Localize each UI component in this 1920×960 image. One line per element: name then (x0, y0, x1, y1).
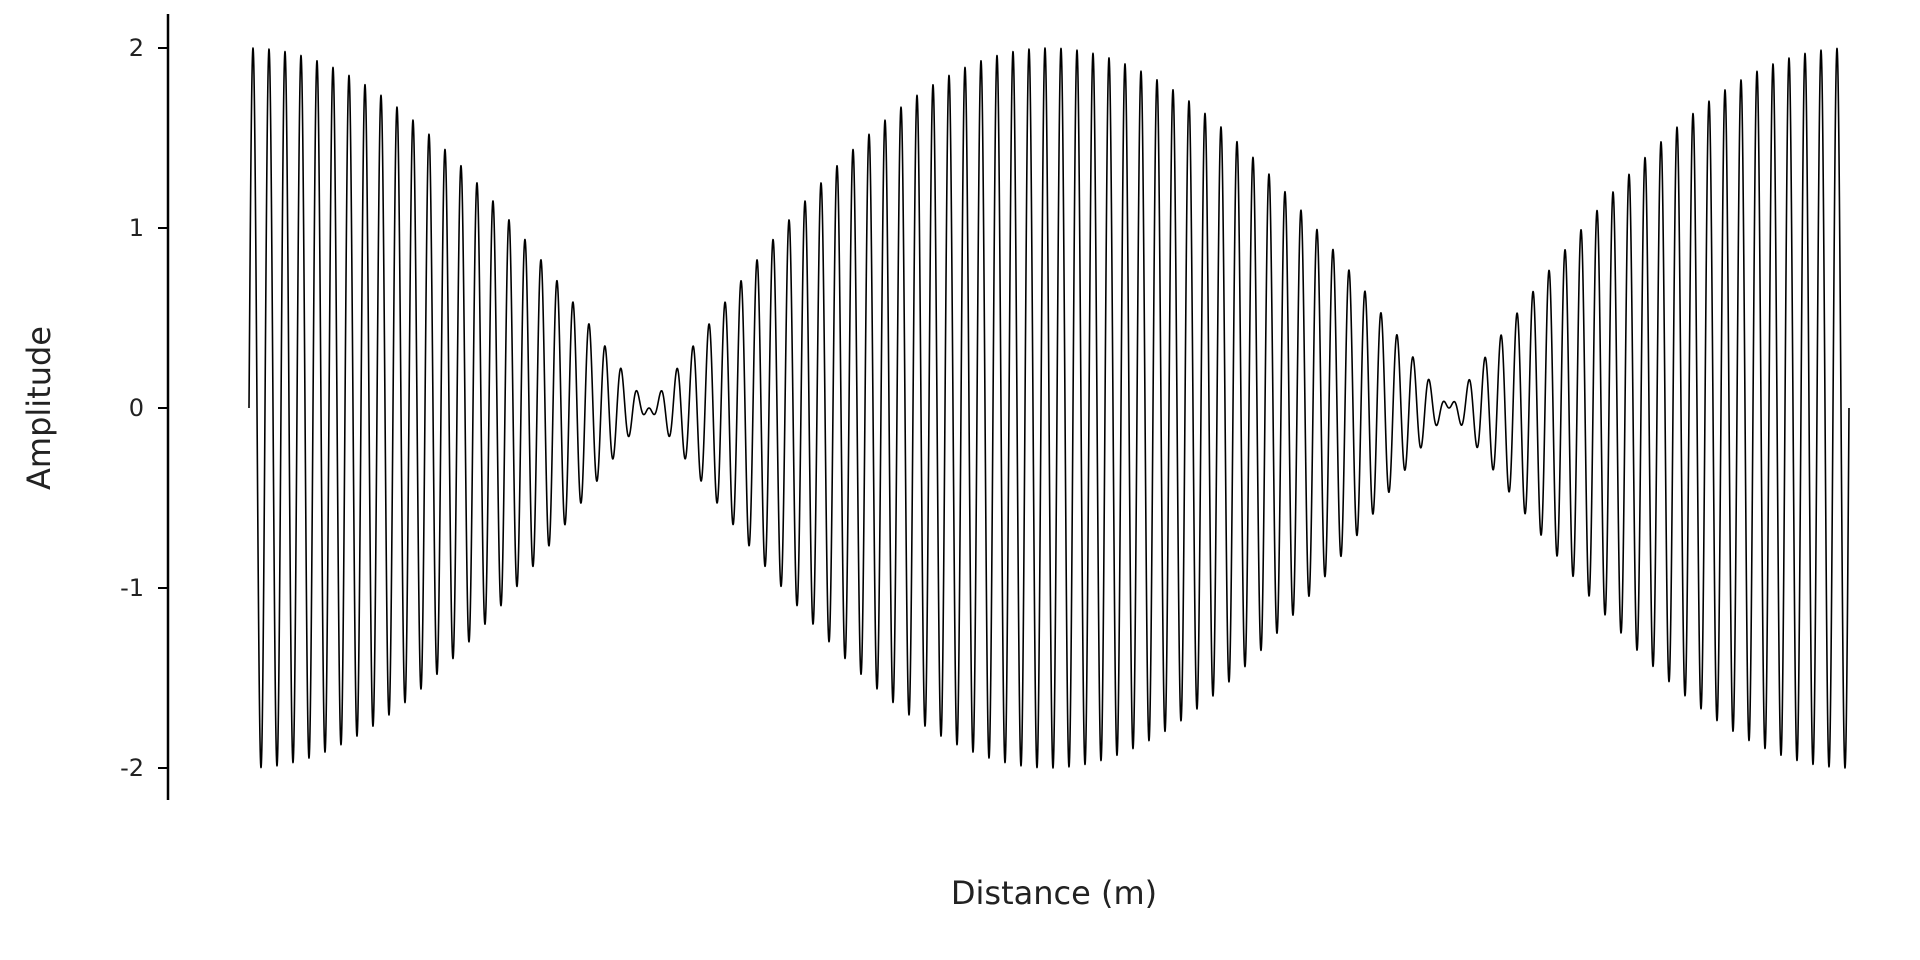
y-tick-label: -2 (120, 754, 144, 782)
x-axis-label: Distance (m) (951, 874, 1157, 912)
y-tick-label: 2 (129, 34, 144, 62)
y-tick-label: 0 (129, 394, 144, 422)
y-tick-label: -1 (120, 574, 144, 602)
y-axis-label: Amplitude (20, 326, 58, 490)
y-axis-ticks: 2 1 0 -1 -2 (120, 34, 168, 782)
series-line (248, 47, 1850, 769)
y-tick-label: 1 (129, 214, 144, 242)
